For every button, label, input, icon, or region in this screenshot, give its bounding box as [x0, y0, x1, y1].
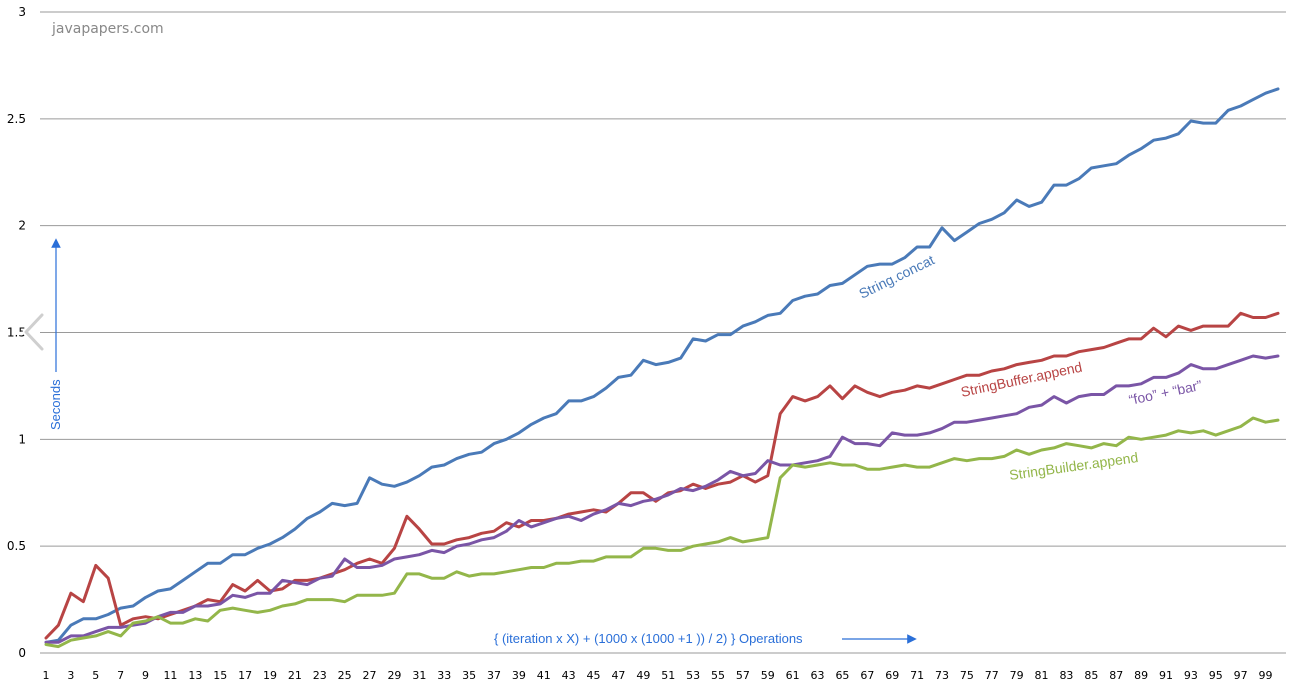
x-tick-label: 83: [1059, 669, 1073, 682]
x-tick-label: 93: [1184, 669, 1198, 682]
x-tick-label: 39: [512, 669, 526, 682]
y-tick-label: 0.5: [7, 539, 26, 553]
y-tick-label: 3: [18, 5, 26, 19]
x-tick-label: 85: [1084, 669, 1098, 682]
x-tick-label: 99: [1259, 669, 1273, 682]
x-tick-label: 87: [1109, 669, 1123, 682]
x-axis-label: { (iteration x X) + (1000 x (1000 +1 )) …: [494, 631, 803, 646]
series-line-3: [44, 416, 1280, 649]
x-tick-label: 75: [960, 669, 974, 682]
x-tick-label: 7: [117, 669, 124, 682]
x-tick-label: 35: [462, 669, 476, 682]
x-tick-label: 59: [761, 669, 775, 682]
x-tick-label: 97: [1234, 669, 1248, 682]
x-tick-label: 63: [811, 669, 825, 682]
x-tick-label: 41: [537, 669, 551, 682]
x-tick-label: 29: [387, 669, 401, 682]
y-tick-label: 1.5: [7, 326, 26, 340]
grid-lines: [40, 11, 1286, 654]
x-tick-label: 13: [188, 669, 202, 682]
x-tick-label: 51: [661, 669, 675, 682]
x-tick-label: 45: [587, 669, 601, 682]
x-tick-label: 21: [288, 669, 302, 682]
label-string-concat: String.concat: [856, 251, 937, 301]
x-tick-label: 43: [562, 669, 576, 682]
label-foo-bar: “foo” + “bar”: [1127, 377, 1203, 408]
x-tick-label: 89: [1134, 669, 1148, 682]
y-axis-label: Seconds: [48, 379, 63, 430]
x-tick-label: 15: [213, 669, 227, 682]
y-tick-label: 2: [18, 219, 26, 233]
x-axis: 1 3 5 7 9 11 13 15 17 19 21 23 25 27 29 31 33 35 37 39 41 43 4…: [43, 669, 1273, 682]
chevron-left-icon[interactable]: [20, 312, 50, 352]
x-tick-label: 11: [163, 669, 177, 682]
x-tick-label: 9: [142, 669, 149, 682]
watermark: javapapers.com: [51, 21, 164, 37]
x-tick-label: 67: [860, 669, 874, 682]
x-tick-label: 77: [985, 669, 999, 682]
y-axis: 0 0.5 1 1.5 2 2.5 3: [7, 5, 26, 660]
y-tick-label: 2.5: [7, 112, 26, 126]
x-tick-label: 55: [711, 669, 725, 682]
x-tick-label: 49: [636, 669, 650, 682]
x-tick-label: 31: [412, 669, 426, 682]
x-tick-label: 79: [1010, 669, 1024, 682]
x-tick-label: 37: [487, 669, 501, 682]
x-tick-label: 25: [338, 669, 352, 682]
x-tick-label: 17: [238, 669, 252, 682]
x-tick-label: 69: [885, 669, 899, 682]
x-tick-label: 47: [611, 669, 625, 682]
series-line-0: [44, 87, 1280, 644]
x-tick-label: 95: [1209, 669, 1223, 682]
x-tick-label: 81: [1035, 669, 1049, 682]
x-tick-label: 23: [313, 669, 327, 682]
y-tick-label: 1: [18, 432, 26, 446]
x-tick-label: 61: [786, 669, 800, 682]
x-tick-label: 53: [686, 669, 700, 682]
x-tick-label: 5: [92, 669, 99, 682]
x-tick-label: 27: [363, 669, 377, 682]
x-tick-label: 71: [910, 669, 924, 682]
x-tick-label: 33: [437, 669, 451, 682]
x-tick-label: 19: [263, 669, 277, 682]
series-lines: [44, 87, 1280, 649]
x-tick-label: 65: [835, 669, 849, 682]
series-line-2: [44, 354, 1280, 644]
x-tick-label: 91: [1159, 669, 1173, 682]
x-tick-label: 73: [935, 669, 949, 682]
x-tick-label: 57: [736, 669, 750, 682]
y-tick-label: 0: [18, 646, 26, 660]
x-tick-label: 3: [67, 669, 74, 682]
x-tick-label: 1: [43, 669, 50, 682]
